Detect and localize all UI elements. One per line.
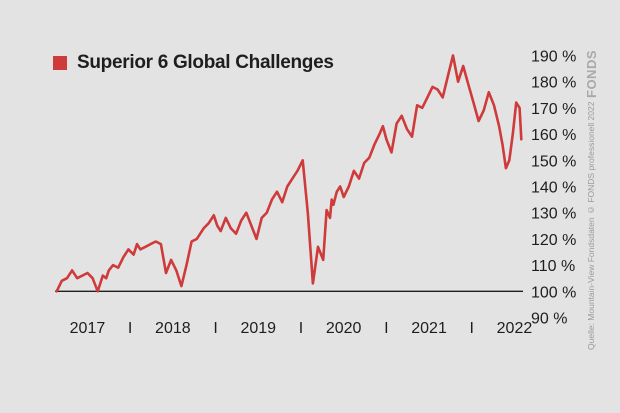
x-tick-separator: I bbox=[384, 320, 388, 337]
y-tick-label: 130 % bbox=[531, 206, 576, 223]
y-axis-ticks: 190 % 180 % 170 % 160 % 150 % 140 % 130 % 120 %… bbox=[531, 48, 576, 327]
y-tick-label: 150 % bbox=[531, 153, 576, 170]
y-tick-label: 140 % bbox=[531, 180, 576, 197]
x-tick-label: 2021 bbox=[411, 320, 447, 337]
x-tick-separator: I bbox=[299, 320, 303, 337]
x-tick-separator: I bbox=[213, 320, 217, 337]
x-tick-label: 2017 bbox=[70, 320, 106, 337]
y-tick-label: 170 % bbox=[531, 101, 576, 118]
legend-label: Superior 6 Global Challenges bbox=[77, 52, 334, 73]
x-tick-label: 2018 bbox=[155, 320, 191, 337]
y-tick-label: 160 % bbox=[531, 127, 576, 144]
legend: Superior 6 Global Challenges bbox=[53, 52, 334, 74]
x-tick-label: 2020 bbox=[326, 320, 362, 337]
source-credit: Quelle: Mountain-View Fondsdaten © FONDS… bbox=[586, 101, 596, 350]
series-line-superior-6-global-challenges bbox=[55, 54, 523, 293]
x-tick-label: 2022 bbox=[497, 320, 533, 337]
y-tick-label: 180 % bbox=[531, 75, 576, 92]
x-tick-separator: I bbox=[128, 320, 132, 337]
y-tick-label: 90 % bbox=[531, 311, 567, 328]
y-tick-label: 190 % bbox=[531, 48, 576, 65]
y-tick-label: 100 % bbox=[531, 284, 576, 301]
brand-logo: FONDS bbox=[584, 50, 599, 98]
x-tick-label: 2019 bbox=[240, 320, 276, 337]
y-tick-label: 120 % bbox=[531, 232, 576, 249]
legend-swatch bbox=[53, 56, 67, 70]
y-tick-label: 110 % bbox=[531, 258, 575, 275]
x-tick-separator: I bbox=[470, 320, 474, 337]
x-axis-ticks: 2017 I 2018 I 2019 I 2020 I 2021 I 2022 bbox=[70, 320, 533, 337]
